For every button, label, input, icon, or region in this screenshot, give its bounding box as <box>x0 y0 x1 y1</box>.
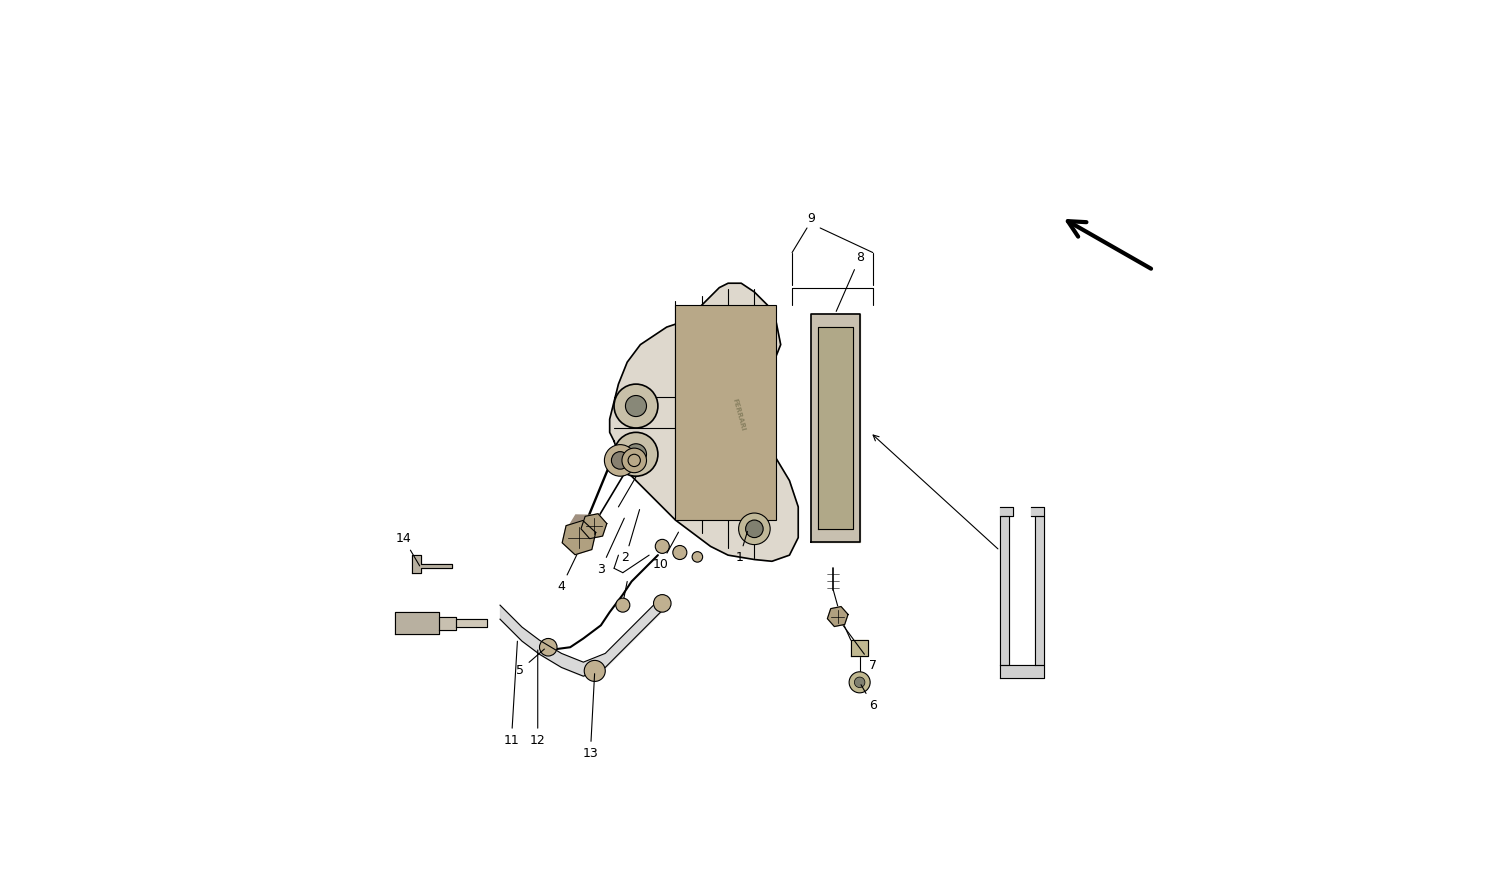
Polygon shape <box>850 641 868 656</box>
Polygon shape <box>438 617 456 630</box>
Polygon shape <box>394 612 438 634</box>
Text: 12: 12 <box>530 650 546 747</box>
Circle shape <box>616 598 630 612</box>
Text: 13: 13 <box>582 674 598 760</box>
Text: 1: 1 <box>735 531 747 564</box>
Circle shape <box>614 384 658 428</box>
Polygon shape <box>456 619 488 627</box>
Polygon shape <box>413 555 452 573</box>
Polygon shape <box>828 607 848 626</box>
Circle shape <box>656 539 669 553</box>
Circle shape <box>692 552 702 562</box>
Text: 10: 10 <box>652 532 678 571</box>
Polygon shape <box>1000 507 1012 516</box>
Circle shape <box>746 520 764 537</box>
Polygon shape <box>1035 516 1044 665</box>
Circle shape <box>626 396 646 417</box>
Text: 8: 8 <box>836 251 864 311</box>
Polygon shape <box>580 514 608 539</box>
Text: 6: 6 <box>861 684 876 712</box>
Circle shape <box>626 444 646 465</box>
Text: 4: 4 <box>558 540 584 593</box>
FancyBboxPatch shape <box>675 305 777 520</box>
Polygon shape <box>1000 665 1044 678</box>
Text: FERRARI: FERRARI <box>732 398 746 432</box>
Polygon shape <box>812 314 859 542</box>
Polygon shape <box>609 283 798 561</box>
Circle shape <box>604 445 636 476</box>
Circle shape <box>614 432 658 476</box>
Circle shape <box>622 448 646 473</box>
Polygon shape <box>1000 516 1008 665</box>
Text: 14: 14 <box>396 532 420 566</box>
Circle shape <box>674 545 687 560</box>
Text: 9: 9 <box>807 212 816 225</box>
Circle shape <box>584 660 606 682</box>
Polygon shape <box>562 520 596 555</box>
Circle shape <box>849 672 870 693</box>
Circle shape <box>654 594 670 612</box>
Circle shape <box>540 639 556 656</box>
Polygon shape <box>1030 507 1044 516</box>
Circle shape <box>855 677 865 688</box>
Text: 2: 2 <box>621 510 639 564</box>
Circle shape <box>738 513 770 544</box>
Text: 5: 5 <box>516 649 544 676</box>
Text: 3: 3 <box>597 519 624 576</box>
Text: 11: 11 <box>504 642 519 747</box>
Polygon shape <box>819 327 854 529</box>
Text: 7: 7 <box>836 615 878 672</box>
Circle shape <box>612 452 628 470</box>
